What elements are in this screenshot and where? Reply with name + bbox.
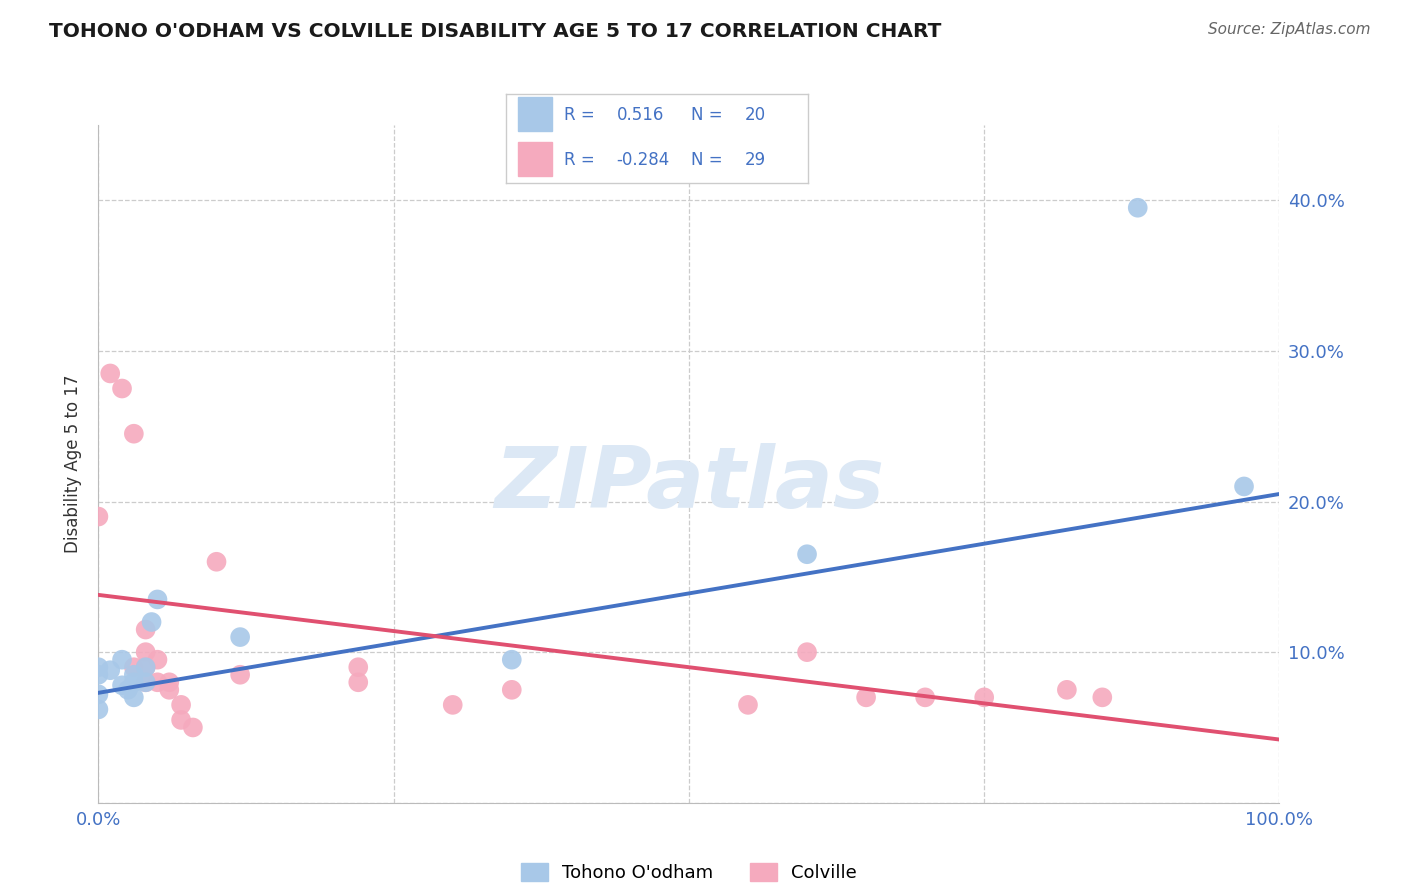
Text: ZIPatlas: ZIPatlas — [494, 442, 884, 525]
Text: N =: N = — [690, 151, 727, 169]
Point — [135, 660, 157, 674]
Point — [501, 682, 523, 697]
Point — [111, 382, 134, 396]
Point — [737, 698, 759, 712]
Point — [146, 675, 169, 690]
Point — [146, 592, 169, 607]
Point — [122, 426, 145, 441]
Point — [135, 623, 157, 637]
Point — [1233, 479, 1256, 493]
Point — [181, 721, 204, 735]
Y-axis label: Disability Age 5 to 17: Disability Age 5 to 17 — [63, 375, 82, 553]
Point — [170, 698, 193, 712]
Point — [501, 653, 523, 667]
Legend: Tohono O'odham, Colville: Tohono O'odham, Colville — [520, 863, 858, 882]
Point — [914, 690, 936, 705]
Text: TOHONO O'ODHAM VS COLVILLE DISABILITY AGE 5 TO 17 CORRELATION CHART: TOHONO O'ODHAM VS COLVILLE DISABILITY AG… — [49, 22, 942, 41]
Point — [973, 690, 995, 705]
Point — [111, 678, 134, 692]
Point — [87, 660, 110, 674]
Point — [157, 675, 180, 690]
Text: N =: N = — [690, 106, 727, 124]
Point — [117, 682, 139, 697]
Point — [146, 653, 169, 667]
Point — [1126, 201, 1149, 215]
Text: R =: R = — [564, 151, 599, 169]
Point — [87, 687, 110, 701]
Point — [441, 698, 464, 712]
Point — [1056, 682, 1078, 697]
Point — [122, 660, 145, 674]
Text: 0.516: 0.516 — [616, 106, 664, 124]
Point — [87, 667, 110, 681]
Point — [229, 667, 252, 681]
Text: 29: 29 — [745, 151, 766, 169]
Point — [1091, 690, 1114, 705]
Point — [855, 690, 877, 705]
Point — [157, 682, 180, 697]
Text: R =: R = — [564, 106, 599, 124]
Point — [122, 690, 145, 705]
Point — [122, 667, 145, 681]
Point — [135, 660, 157, 674]
Point — [229, 630, 252, 644]
Point — [347, 660, 370, 674]
Text: -0.284: -0.284 — [616, 151, 669, 169]
Point — [98, 663, 121, 677]
Bar — [519, 142, 551, 176]
Bar — [519, 97, 551, 131]
Point — [135, 645, 157, 659]
Point — [135, 675, 157, 690]
Text: Source: ZipAtlas.com: Source: ZipAtlas.com — [1208, 22, 1371, 37]
Point — [205, 555, 228, 569]
Text: 20: 20 — [745, 106, 766, 124]
Point — [796, 645, 818, 659]
Point — [141, 615, 163, 629]
Point — [98, 367, 121, 381]
Point — [122, 675, 145, 690]
Point — [135, 675, 157, 690]
Point — [87, 702, 110, 716]
Point — [347, 675, 370, 690]
Point — [111, 653, 134, 667]
Point — [796, 547, 818, 561]
Point — [87, 509, 110, 524]
Point — [170, 713, 193, 727]
